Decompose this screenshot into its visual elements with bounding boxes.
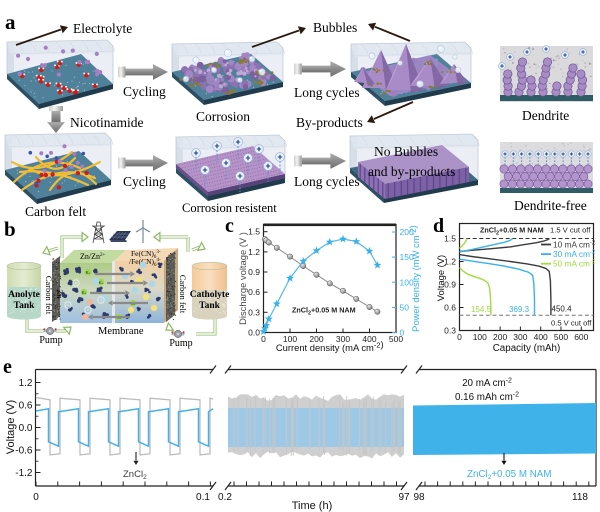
svg-text:e: e [3,356,12,378]
svg-text:and by-products: and by-products [368,164,455,179]
svg-text:Tank: Tank [199,301,220,311]
svg-text:369.3: 369.3 [509,305,530,314]
svg-text:200: 200 [493,332,507,342]
svg-text:Tank: Tank [14,301,35,311]
svg-text:0.5 V cut off: 0.5 V cut off [551,319,592,328]
svg-text:Voltage (V): Voltage (V) [435,255,446,301]
svg-text:b: b [4,217,16,241]
svg-text:1.2: 1.2 [444,256,456,266]
svg-text:Zn: Zn [55,290,64,299]
svg-text:400: 400 [362,334,376,344]
svg-text:K+: K+ [99,280,104,285]
svg-text:ZnCl2: ZnCl2 [123,469,147,481]
svg-text:K+: K+ [86,270,91,275]
svg-text:118: 118 [572,492,588,503]
svg-text:0.16 mAh cm-2: 0.16 mAh cm-2 [455,392,519,404]
svg-text:0: 0 [33,492,39,503]
svg-text:0.3: 0.3 [248,307,260,317]
svg-text:0.6: 0.6 [19,401,33,412]
svg-text:Dendrite: Dendrite [522,108,569,123]
svg-text:Nicotinamide: Nicotinamide [70,115,143,130]
svg-text:0: 0 [261,334,266,344]
svg-text:ZnCl2+0.05 M NAM: ZnCl2+0.05 M NAM [467,469,551,481]
svg-text:10 mA cm-2: 10 mA cm-2 [553,239,596,249]
svg-text:c: c [225,215,234,237]
svg-text:50 mA cm-2: 50 mA cm-2 [553,259,596,269]
svg-text:1.2: 1.2 [248,247,260,257]
svg-text:Pump: Pump [169,338,192,349]
svg-text:0: 0 [400,328,405,338]
svg-text:0.1: 0.1 [196,492,210,503]
svg-text:1.5 V cut off: 1.5 V cut off [550,226,591,235]
svg-text:Membrane: Membrane [98,326,144,337]
svg-text:K+: K+ [82,290,87,295]
svg-text:d: d [433,215,444,237]
svg-text:No Bubbles: No Bubbles [374,144,438,159]
svg-text:0.6: 0.6 [444,302,456,312]
svg-text:Long cycles: Long cycles [294,174,360,189]
svg-text:Electrolyte: Electrolyte [73,21,132,36]
svg-text:Discharge voltage (V ): Discharge voltage (V ) [237,232,248,325]
svg-text:20 mA cm-2: 20 mA cm-2 [462,378,512,390]
svg-text:Current density (mA cm-2): Current density (mA cm-2) [276,339,384,354]
svg-text:Carbon felt: Carbon felt [178,275,188,314]
svg-text:Cycling: Cycling [123,84,166,99]
svg-text:Carbon felt: Carbon felt [44,276,54,315]
svg-text:100: 100 [473,332,487,342]
svg-text:1.5: 1.5 [444,233,456,243]
svg-text:Zn/Zn2+: Zn/Zn2+ [80,252,106,261]
svg-text:-1.2: -1.2 [15,468,33,479]
svg-text:-0.6: -0.6 [15,446,33,457]
svg-text:0.9: 0.9 [248,267,260,277]
svg-text:0: 0 [457,332,462,342]
svg-text:450.4: 450.4 [552,305,573,314]
svg-text:100: 100 [283,334,297,344]
svg-text:100: 100 [400,277,414,287]
svg-text:Bubbles: Bubbles [313,20,357,35]
svg-text:98: 98 [413,492,425,503]
svg-text:500: 500 [389,334,403,344]
svg-text:97: 97 [398,492,410,503]
svg-text:Pump: Pump [39,335,62,346]
svg-text:Cycling: Cycling [123,174,166,189]
svg-text:By-products: By-products [296,115,363,130]
svg-text:0.0: 0.0 [248,328,260,338]
svg-text:Voltage (V): Voltage (V) [5,400,17,454]
svg-text:Anolyte: Anolyte [8,290,40,300]
svg-text:200: 200 [309,334,323,344]
svg-text:/Fe(CN)64-: /Fe(CN)64- [129,257,161,268]
svg-text:Capacity (mAh): Capacity (mAh) [493,343,561,354]
svg-text:Corrosion resistent: Corrosion resistent [182,201,277,215]
svg-text:Power density (mW cm-2): Power density (mW cm-2) [407,225,421,332]
svg-text:1.2: 1.2 [19,378,33,389]
svg-text:Dendrite-free: Dendrite-free [514,198,587,213]
svg-text:0.2: 0.2 [218,492,232,503]
svg-text:ZnCl2+0.05 M NAM: ZnCl2+0.05 M NAM [480,226,544,237]
svg-text:1.5: 1.5 [248,227,260,237]
svg-text:Carbon felt: Carbon felt [25,204,86,219]
svg-text:400: 400 [534,332,548,342]
svg-text:Long cycles: Long cycles [294,85,360,100]
svg-text:ZnCl2+0.05 M NAM: ZnCl2+0.05 M NAM [292,306,356,317]
svg-text:0.0: 0.0 [19,423,33,434]
svg-text:30 mA cm-2: 30 mA cm-2 [553,249,596,259]
svg-text:a: a [5,10,16,34]
svg-text:300: 300 [513,332,527,342]
svg-text:154.5: 154.5 [471,305,492,314]
svg-text:Fe(CN)63-: Fe(CN)63- [131,249,161,260]
svg-text:Corrosion: Corrosion [196,109,250,124]
svg-text:0.9: 0.9 [444,279,456,289]
svg-text:0.3: 0.3 [444,326,456,336]
svg-text:200: 200 [400,227,414,237]
svg-text:150: 150 [400,252,414,262]
svg-text:Catholyte: Catholyte [190,290,230,300]
svg-text:0.6: 0.6 [248,287,260,297]
svg-text:500: 500 [554,332,568,342]
svg-text:600: 600 [574,332,588,342]
svg-text:50: 50 [400,302,410,312]
svg-text:Time (h): Time (h) [292,500,333,512]
svg-text:300: 300 [336,334,350,344]
